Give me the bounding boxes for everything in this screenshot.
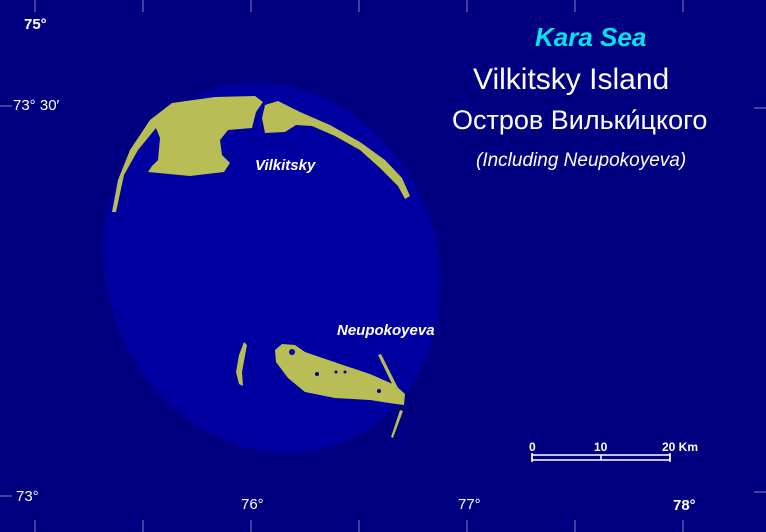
lon-label-78: 78°: [673, 497, 696, 514]
map-subtitle: (Including Neupokoyeva): [476, 150, 687, 171]
vilkitsky-island-east: [262, 101, 410, 199]
label-neupokoyeva: Neupokoyeva: [337, 322, 435, 339]
islet-west: [236, 342, 247, 386]
vilkitsky-island-west: [112, 96, 263, 212]
map-title-russian: Остров Вильки́цкого: [452, 105, 708, 135]
shallow-shelf: [103, 83, 441, 453]
scale-label-20km: 20 Km: [662, 440, 699, 454]
spit-east: [378, 354, 400, 394]
sea-name: Kara Sea: [535, 22, 647, 52]
scale-label-0: 0: [529, 440, 536, 454]
neupokoyeva-island: [275, 344, 405, 405]
land: [112, 96, 410, 438]
lon-label-77: 77°: [458, 496, 481, 513]
lagoons: [289, 349, 381, 393]
label-vilkitsky: Vilkitsky: [255, 157, 316, 174]
scale-bar: [531, 453, 671, 462]
lat-label-73-30: 73° 30′: [13, 97, 60, 114]
lat-label-75: 75°: [24, 16, 47, 33]
spit-southeast: [391, 410, 403, 438]
lon-label-76: 76°: [241, 496, 264, 513]
lat-label-73: 73°: [16, 488, 39, 505]
map-title: Vilkitsky Island: [473, 63, 670, 96]
scale-label-10: 10: [594, 440, 608, 454]
